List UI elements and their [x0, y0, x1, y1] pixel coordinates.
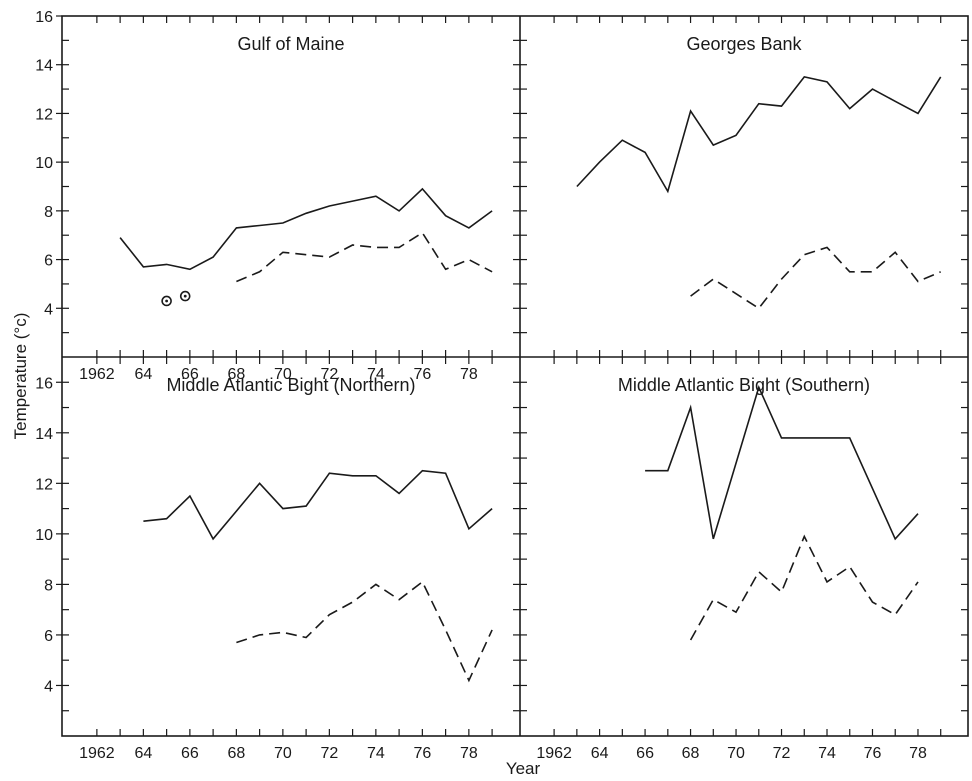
dashed-series-line [689, 534, 919, 641]
panel-title: Middle Atlantic Bight (Northern) [166, 375, 415, 395]
y-tick-label: 16 [35, 375, 53, 392]
x-tick-label: 78 [909, 745, 927, 762]
x-tick-label: 72 [320, 745, 338, 762]
panel-4: Middle Atlantic Bight (Southern) 1962 64 66… [520, 357, 968, 762]
dashed-series-line [236, 580, 493, 683]
y-tick-label: 10 [35, 155, 53, 172]
dashed-series-line [236, 231, 493, 283]
y-tick-label: 8 [44, 577, 53, 594]
panel-title: Middle Atlantic Bight (Southern) [618, 375, 870, 395]
x-tick-label: 76 [864, 745, 882, 762]
x-tick-label: 1962 [79, 366, 115, 383]
solid-series-line [645, 385, 919, 541]
y-tick-label: 4 [44, 678, 53, 695]
x-tick-label: 70 [274, 366, 292, 383]
panel-title: Georges Bank [686, 34, 802, 54]
panel-2: Georges Bank [520, 16, 968, 357]
x-tick-label: 66 [181, 745, 199, 762]
y-tick-label: 16 [35, 9, 53, 26]
y-tick-label: 12 [35, 476, 53, 493]
x-tick-label: 1962 [536, 745, 572, 762]
y-axis-label: Temperature (°c) [11, 313, 30, 440]
x-tick-label: 68 [227, 366, 245, 383]
observation-point [161, 295, 172, 307]
y-tick-label: 10 [35, 527, 53, 544]
y-tick-label: 14 [35, 58, 53, 75]
observation-point [179, 290, 191, 302]
solid-series-line [143, 469, 493, 541]
x-tick-label: 72 [320, 366, 338, 383]
y-tick-label: 6 [44, 253, 53, 270]
x-tick-label: 66 [181, 366, 199, 383]
x-tick-label: 70 [274, 745, 292, 762]
x-tick-label: 68 [227, 745, 245, 762]
solid-series-line [576, 76, 942, 194]
x-tick-label: 78 [460, 745, 478, 762]
x-axis-label: Year [506, 759, 541, 778]
plot-frame [61, 15, 969, 737]
x-tick-label: 78 [460, 366, 478, 383]
observation-point-center [165, 299, 169, 303]
y-tick-label: 14 [35, 426, 53, 443]
x-tick-label: 64 [134, 745, 152, 762]
panel-title: Gulf of Maine [237, 34, 344, 54]
x-tick-label: 74 [367, 366, 385, 383]
solid-series-line [119, 187, 493, 271]
y-tick-label: 6 [44, 628, 53, 645]
y-tick-label: 12 [35, 106, 53, 123]
x-tick-label: 1962 [79, 745, 115, 762]
x-tick-label: 70 [727, 745, 745, 762]
x-tick-label: 64 [134, 366, 152, 383]
x-tick-label: 68 [682, 745, 700, 762]
x-tick-label: 72 [773, 745, 791, 762]
y-tick-label: 8 [44, 204, 53, 221]
observation-point-center [183, 294, 187, 298]
x-tick-label: 74 [818, 745, 836, 762]
y-tick-label: 4 [44, 301, 53, 318]
x-tick-label: 66 [636, 745, 654, 762]
x-tick-label: 74 [367, 745, 385, 762]
x-tick-label: 76 [413, 745, 431, 762]
panel-3: Middle Atlantic Bight (Northern)46810121… [35, 357, 520, 762]
dashed-series-line [690, 246, 942, 310]
x-tick-label: 76 [413, 366, 431, 383]
x-tick-label: 64 [591, 745, 609, 762]
